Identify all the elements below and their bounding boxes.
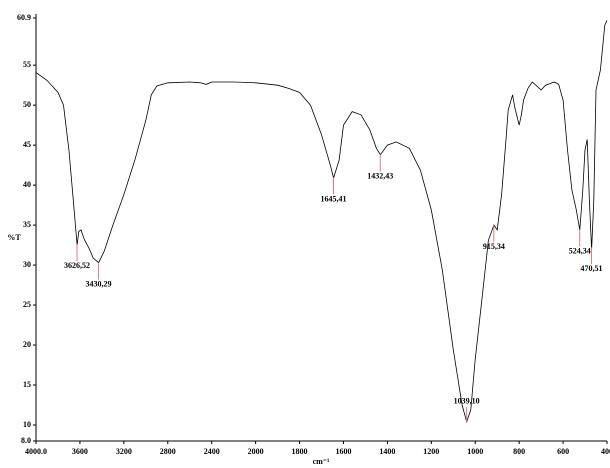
x-tick-label: 1400 [379,447,395,456]
y-tick-label: 50 [23,100,31,109]
x-tick-label: 1600 [335,447,351,456]
peak-label: 1432,43 [367,171,393,180]
x-tick-label: 800 [513,447,525,456]
x-tick-label: 600 [557,447,569,456]
y-tick-label: 45 [23,140,31,149]
y-tick-label: 30 [23,260,31,269]
y-axis-label: %T [7,233,21,242]
y-tick-label: 60.9 [17,13,31,22]
spectrum-line [35,20,608,424]
x-axis-label: cm⁻¹ [313,457,330,466]
x-tick-label: 2400 [204,447,220,456]
x-tick-label: 3200 [116,447,132,456]
x-tick-label: 4000.0 [25,447,47,456]
x-tick-label: 2000 [248,447,264,456]
x-tick-label: 2800 [160,447,176,456]
y-tick-label: 8.0 [21,436,31,445]
y-tick-label: 10 [23,420,31,429]
y-tick-label: 55 [23,60,31,69]
peak-label: 524,34 [569,246,591,255]
peak-label: 3626,52 [64,261,90,270]
peak-label: 1645,41 [320,194,346,203]
peak-label: 470,51 [581,264,603,273]
y-tick-label: 25 [23,300,31,309]
y-tick-label: 15 [23,380,31,389]
y-tick-label: 35 [23,220,31,229]
x-tick-label: 1200 [423,447,439,456]
y-tick-label: 40 [23,180,31,189]
x-tick-label: 1000 [467,447,483,456]
x-tick-label: 400 [601,447,610,456]
y-tick-label: 20 [23,340,31,349]
peak-label: 1039,10 [454,397,480,406]
x-tick-label: 3600 [72,447,88,456]
peak-label: 3430,29 [86,279,112,288]
x-tick-label: 1800 [292,447,308,456]
peak-label: 915,34 [483,242,505,251]
